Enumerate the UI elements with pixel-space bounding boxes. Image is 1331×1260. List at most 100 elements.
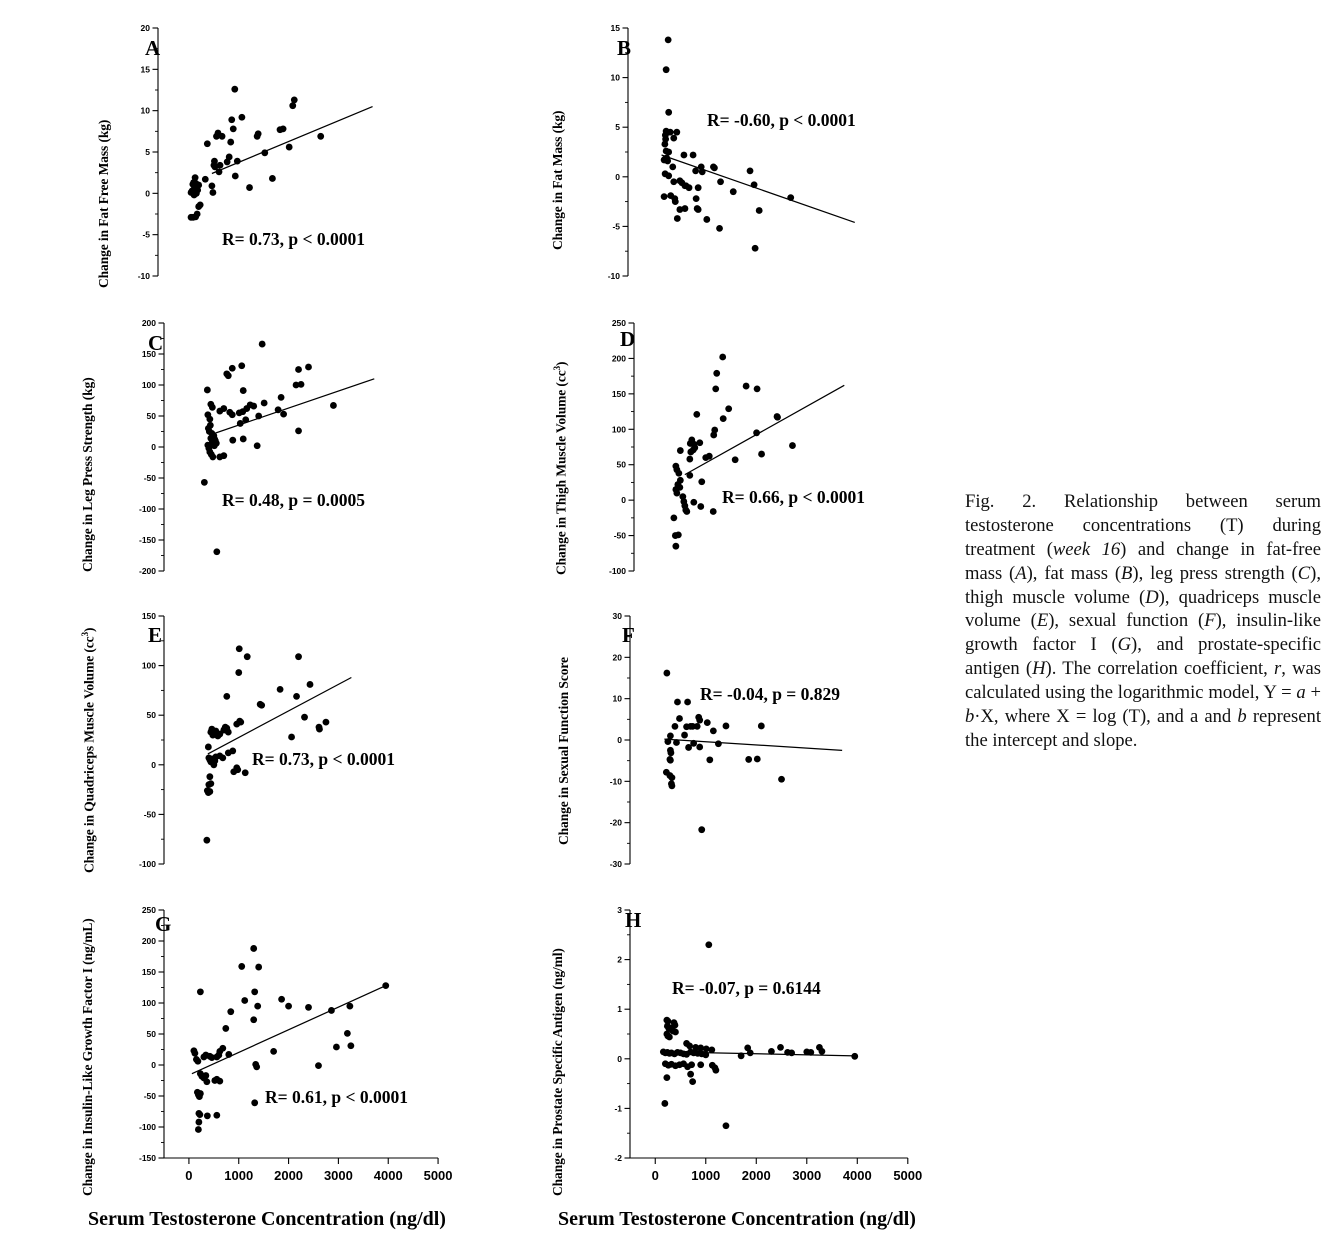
svg-text:15: 15 <box>611 23 621 33</box>
svg-text:150: 150 <box>142 967 156 977</box>
svg-text:15: 15 <box>141 64 151 74</box>
panel-g-stat: R= 0.61, p < 0.0001 <box>265 1087 408 1107</box>
svg-text:3: 3 <box>617 905 622 915</box>
panel-d-plot: -100 -50 0 50 100 150 200 250 <box>609 318 845 576</box>
svg-text:50: 50 <box>147 710 157 720</box>
svg-text:3000: 3000 <box>324 1168 353 1183</box>
svg-text:-50: -50 <box>614 531 627 541</box>
xaxis-title-left: Serum Testosterone Concentration (ng/dl) <box>88 1208 446 1230</box>
panel-c: -200 -150 -100 -50 0 50 100 150 200 <box>118 313 498 593</box>
panel-g-plot: -150 -100 -50 0 50 100 150 200 250 0 1000 2000 3000 4… <box>139 905 453 1183</box>
panel-e-plot: -100 -50 0 50 100 150 <box>139 611 352 869</box>
svg-text:1000: 1000 <box>224 1168 253 1183</box>
svg-text:2000: 2000 <box>742 1168 771 1183</box>
svg-text:20: 20 <box>613 652 623 662</box>
svg-text:0: 0 <box>617 1054 622 1064</box>
panel-g-letter: G <box>155 912 172 936</box>
svg-text:100: 100 <box>142 380 156 390</box>
svg-text:4000: 4000 <box>843 1168 872 1183</box>
svg-text:150: 150 <box>142 349 156 359</box>
svg-text:150: 150 <box>612 389 626 399</box>
svg-text:-2: -2 <box>614 1153 622 1163</box>
svg-text:200: 200 <box>142 318 156 328</box>
svg-text:200: 200 <box>142 936 156 946</box>
svg-text:-10: -10 <box>608 271 621 281</box>
svg-text:-50: -50 <box>144 1091 157 1101</box>
svg-text:-100: -100 <box>139 1122 156 1132</box>
panel-f: -30 -20 -10 0 10 20 30 <box>588 606 968 886</box>
panel-b-plot: -10 -5 0 5 10 15 <box>608 23 855 281</box>
svg-text:-5: -5 <box>142 230 150 240</box>
svg-text:200: 200 <box>612 353 626 363</box>
svg-text:150: 150 <box>142 611 156 621</box>
svg-text:3000: 3000 <box>792 1168 821 1183</box>
svg-text:0: 0 <box>185 1168 192 1183</box>
panel-a-stat: R= 0.73, p < 0.0001 <box>222 229 365 249</box>
svg-text:-100: -100 <box>139 504 156 514</box>
panel-a-ylabel: Change in Fat Free Mass (kg) <box>96 119 111 288</box>
panel-h-letter: H <box>625 908 642 932</box>
panel-d-stat: R= 0.66, p < 0.0001 <box>722 487 865 507</box>
svg-text:-150: -150 <box>139 1153 156 1163</box>
svg-text:250: 250 <box>142 905 156 915</box>
panel-b-stat: R= -0.60, p < 0.0001 <box>707 110 856 130</box>
panel-b-ylabel: Change in Fat Mass (kg) <box>550 110 565 250</box>
panel-h-stat: R= -0.07, p = 0.6144 <box>672 978 821 998</box>
svg-text:20: 20 <box>141 23 151 33</box>
svg-text:1: 1 <box>617 1004 622 1014</box>
svg-text:0: 0 <box>621 495 626 505</box>
svg-text:-1: -1 <box>614 1103 622 1113</box>
svg-text:5: 5 <box>615 122 620 132</box>
svg-text:5000: 5000 <box>893 1168 922 1183</box>
panel-b: -10 -5 0 5 10 15 <box>588 18 968 298</box>
panel-h-ylabel: Change in Prostate Specific Antigen (ng/… <box>550 948 565 1196</box>
svg-text:2: 2 <box>617 955 622 965</box>
svg-text:1000: 1000 <box>691 1168 720 1183</box>
svg-text:10: 10 <box>613 694 623 704</box>
panel-g-ylabel: Change in Insulin-Like Growth Factor I (… <box>80 918 95 1196</box>
svg-text:5000: 5000 <box>424 1168 453 1183</box>
svg-text:-10: -10 <box>138 271 151 281</box>
panel-h-plot: -2 -1 0 1 2 3 0 1000 2000 3000 4000 5000 <box>614 905 922 1183</box>
svg-text:0: 0 <box>151 760 156 770</box>
svg-text:10: 10 <box>141 106 151 116</box>
svg-text:250: 250 <box>612 318 626 328</box>
panel-a-letter: A <box>145 36 161 60</box>
svg-text:-100: -100 <box>139 859 156 869</box>
panel-d-ylabel: Change in Thigh Muscle Volume (cc3) <box>552 361 569 575</box>
svg-text:50: 50 <box>617 460 627 470</box>
svg-text:10: 10 <box>611 73 621 83</box>
panel-e-letter: E <box>148 623 163 647</box>
figure-caption: Fig. 2. Relationship between serum testo… <box>965 491 1322 751</box>
svg-text:-50: -50 <box>144 809 157 819</box>
svg-text:100: 100 <box>142 998 156 1008</box>
panel-c-ylabel: Change in Leg Press Strength (kg) <box>80 377 95 572</box>
panel-h: -2 -1 0 1 2 3 0 1000 2000 3000 4000 5000 <box>588 900 988 1200</box>
svg-text:-10: -10 <box>610 776 623 786</box>
svg-text:30: 30 <box>613 611 623 621</box>
svg-text:0: 0 <box>652 1168 659 1183</box>
panel-e-ylabel: Change in Quadriceps Muscle Volume (cc3) <box>80 627 97 873</box>
svg-text:-30: -30 <box>610 859 623 869</box>
xaxis-title-right: Serum Testosterone Concentration (ng/dl) <box>558 1208 916 1230</box>
svg-text:0: 0 <box>151 1060 156 1070</box>
panel-f-letter: F <box>622 623 635 647</box>
panel-e: -100 -50 0 50 100 150 <box>118 606 498 886</box>
svg-text:-100: -100 <box>609 566 626 576</box>
panel-d-letter: D <box>620 327 636 351</box>
svg-text:-200: -200 <box>139 566 156 576</box>
panel-e-stat: R= 0.73, p < 0.0001 <box>252 749 395 769</box>
panel-f-plot: -30 -20 -10 0 10 20 30 <box>610 611 843 869</box>
panel-f-stat: R= -0.04, p = 0.829 <box>700 684 841 704</box>
panel-a-plot: -10 -5 0 5 10 15 20 <box>138 23 373 281</box>
svg-text:50: 50 <box>147 1029 157 1039</box>
svg-text:-150: -150 <box>139 535 156 545</box>
panel-g: -150 -100 -50 0 50 100 150 200 250 0 1000 2000 3000 4… <box>118 900 518 1200</box>
panel-f-ylabel: Change in Sexual Function Score <box>556 657 571 845</box>
svg-text:0: 0 <box>617 735 622 745</box>
svg-text:-50: -50 <box>144 473 157 483</box>
svg-text:100: 100 <box>142 661 156 671</box>
panel-d: -100 -50 0 50 100 150 200 250 <box>588 313 968 593</box>
svg-text:0: 0 <box>615 172 620 182</box>
